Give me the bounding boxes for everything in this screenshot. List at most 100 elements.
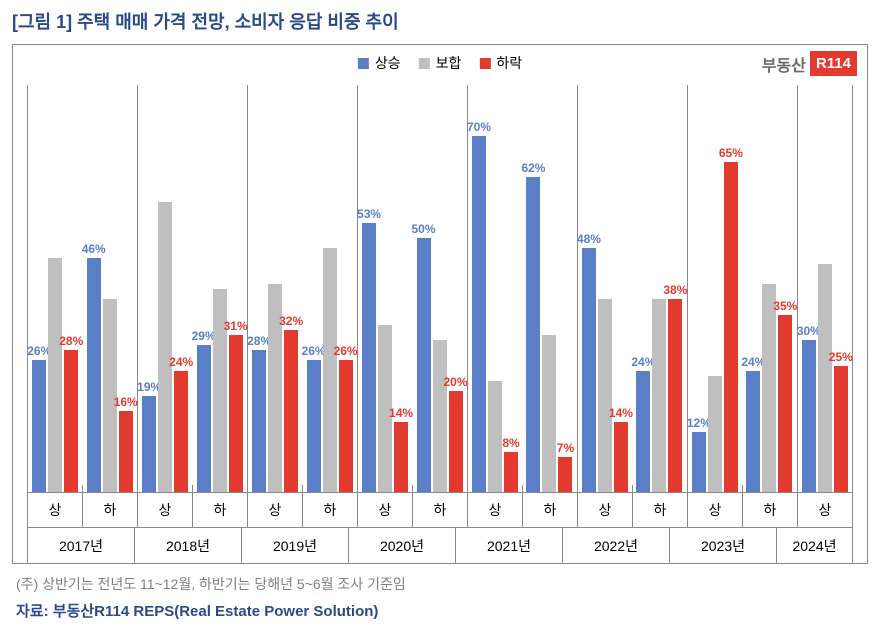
period-label: 상 <box>468 493 522 527</box>
bar-down: 31% <box>229 335 243 493</box>
period-axis-year: 상하 <box>468 493 578 527</box>
period-label: 상 <box>688 493 742 527</box>
year-group: 30% 25% <box>798 85 853 493</box>
period-axis: 상하상하상하상하상하상하상하상 <box>27 493 853 528</box>
bar-label-up: 53% <box>357 207 381 221</box>
bar-flat <box>323 248 337 493</box>
bar-up: 28% <box>252 350 266 493</box>
bar-up: 48% <box>582 248 596 493</box>
period-axis-year: 상하 <box>688 493 798 527</box>
bar-label-down: 35% <box>773 299 797 313</box>
period-group: 26%26% <box>302 85 356 493</box>
bar-label-down: 24% <box>169 355 193 369</box>
period-label: 상 <box>138 493 192 527</box>
year-group: 70%8%62%7% <box>468 85 578 493</box>
bar-flat <box>158 202 172 493</box>
period-label: 상 <box>578 493 632 527</box>
bar-down: 16% <box>119 411 133 493</box>
bar-label-up: 50% <box>412 222 436 236</box>
period-axis-year: 상 <box>798 493 853 527</box>
period-group: 53%14% <box>358 85 412 493</box>
watermark-text: 부동산 <box>762 52 806 76</box>
bar-up: 70% <box>472 136 486 493</box>
year-group: 48% 14% 24% 38% <box>578 85 688 493</box>
year-label: 2022년 <box>563 528 670 563</box>
bar-up: 30% <box>802 340 816 493</box>
legend-label: 하락 <box>496 53 522 73</box>
bar-flat <box>762 284 776 493</box>
bar-label-down: 20% <box>444 375 468 389</box>
period-group: 46% 16% <box>82 85 136 493</box>
chart-title: [그림 1] 주택 매매 가격 전망, 소비자 응답 비중 추이 <box>12 8 868 34</box>
legend-swatch <box>358 58 369 69</box>
year-label: 2021년 <box>456 528 563 563</box>
bar-up: 12% <box>692 432 706 493</box>
bar-label-down: 26% <box>334 344 358 358</box>
period-group: 12% 65% <box>688 85 742 493</box>
year-label: 2017년 <box>27 528 135 563</box>
bar-flat <box>708 376 722 493</box>
source: 자료: 부동산R114 REPS(Real Estate Power Solut… <box>16 600 868 621</box>
bar-label-down: 28% <box>59 334 83 348</box>
legend-label: 상승 <box>375 53 401 73</box>
period-group: 24% 38% <box>632 85 686 493</box>
period-axis-year: 상하 <box>138 493 248 527</box>
legend-swatch <box>419 58 430 69</box>
bar-label-up: 70% <box>467 120 491 134</box>
bar-flat <box>433 340 447 493</box>
bar-flat <box>48 258 62 493</box>
year-axis: 2017년2018년2019년2020년2021년2022년2023년2024년 <box>27 528 853 563</box>
period-label: 상 <box>28 493 82 527</box>
bar-up: 62% <box>526 177 540 493</box>
year-label: 2018년 <box>135 528 242 563</box>
bar-down: 38% <box>668 299 682 493</box>
bar-down: 32% <box>284 330 298 493</box>
title-text: 주택 매매 가격 전망, 소비자 응답 비중 추이 <box>77 12 399 32</box>
legend-item: 상승 <box>358 53 401 73</box>
year-group: 12% 65% 24% 35% <box>688 85 798 493</box>
year-label: 2023년 <box>670 528 777 563</box>
bar-flat <box>598 299 612 493</box>
bar-down: 26% <box>339 360 353 493</box>
footnote: (주) 상반기는 전년도 11~12월, 하반기는 당해년 5~6월 조사 기준… <box>16 574 868 594</box>
period-group: 24% 35% <box>742 85 796 493</box>
period-group: 70%8% <box>468 85 522 493</box>
bar-up: 24% <box>636 371 650 493</box>
bar-label-up: 46% <box>82 242 106 256</box>
bar-down: 35% <box>778 315 792 494</box>
year-label: 2024년 <box>777 528 853 563</box>
bar-up: 19% <box>142 396 156 493</box>
year-group: 53%14%50% 20% <box>358 85 468 493</box>
period-axis-year: 상하 <box>27 493 138 527</box>
period-group: 29% 31% <box>192 85 246 493</box>
legend-label: 보합 <box>436 53 462 73</box>
year-label: 2020년 <box>349 528 456 563</box>
bar-label-up: 62% <box>521 161 545 175</box>
period-label: 하 <box>632 493 687 527</box>
period-label: 하 <box>412 493 467 527</box>
year-group: 26% 28% 46% 16% <box>27 85 138 493</box>
bar-flat <box>818 264 832 494</box>
bar-up: 24% <box>746 371 760 493</box>
bar-down: 65% <box>724 162 738 494</box>
bar-label-down: 32% <box>279 314 303 328</box>
period-axis-year: 상하 <box>578 493 688 527</box>
period-label: 상 <box>798 493 852 527</box>
period-label: 상 <box>358 493 412 527</box>
bar-up: 29% <box>197 345 211 493</box>
bar-flat <box>488 381 502 493</box>
bar-label-up: 48% <box>577 232 601 246</box>
period-group: 48% 14% <box>578 85 632 493</box>
bar-up: 26% <box>32 360 46 493</box>
bar-down: 14% <box>614 422 628 493</box>
bar-label-down: 38% <box>663 283 687 297</box>
bar-label-down: 7% <box>557 441 574 455</box>
watermark: 부동산 R114 <box>762 51 857 76</box>
period-label: 하 <box>302 493 357 527</box>
period-group: 62% 7% <box>522 85 576 493</box>
legend: 상승 보합 하락 <box>358 53 522 73</box>
bar-down: 7% <box>558 457 572 493</box>
plot: 26%28%46%16%19%24%29%31%28%32%26%26%53%1… <box>27 85 853 493</box>
period-group: 50% 20% <box>412 85 466 493</box>
bar-label-down: 25% <box>829 350 853 364</box>
